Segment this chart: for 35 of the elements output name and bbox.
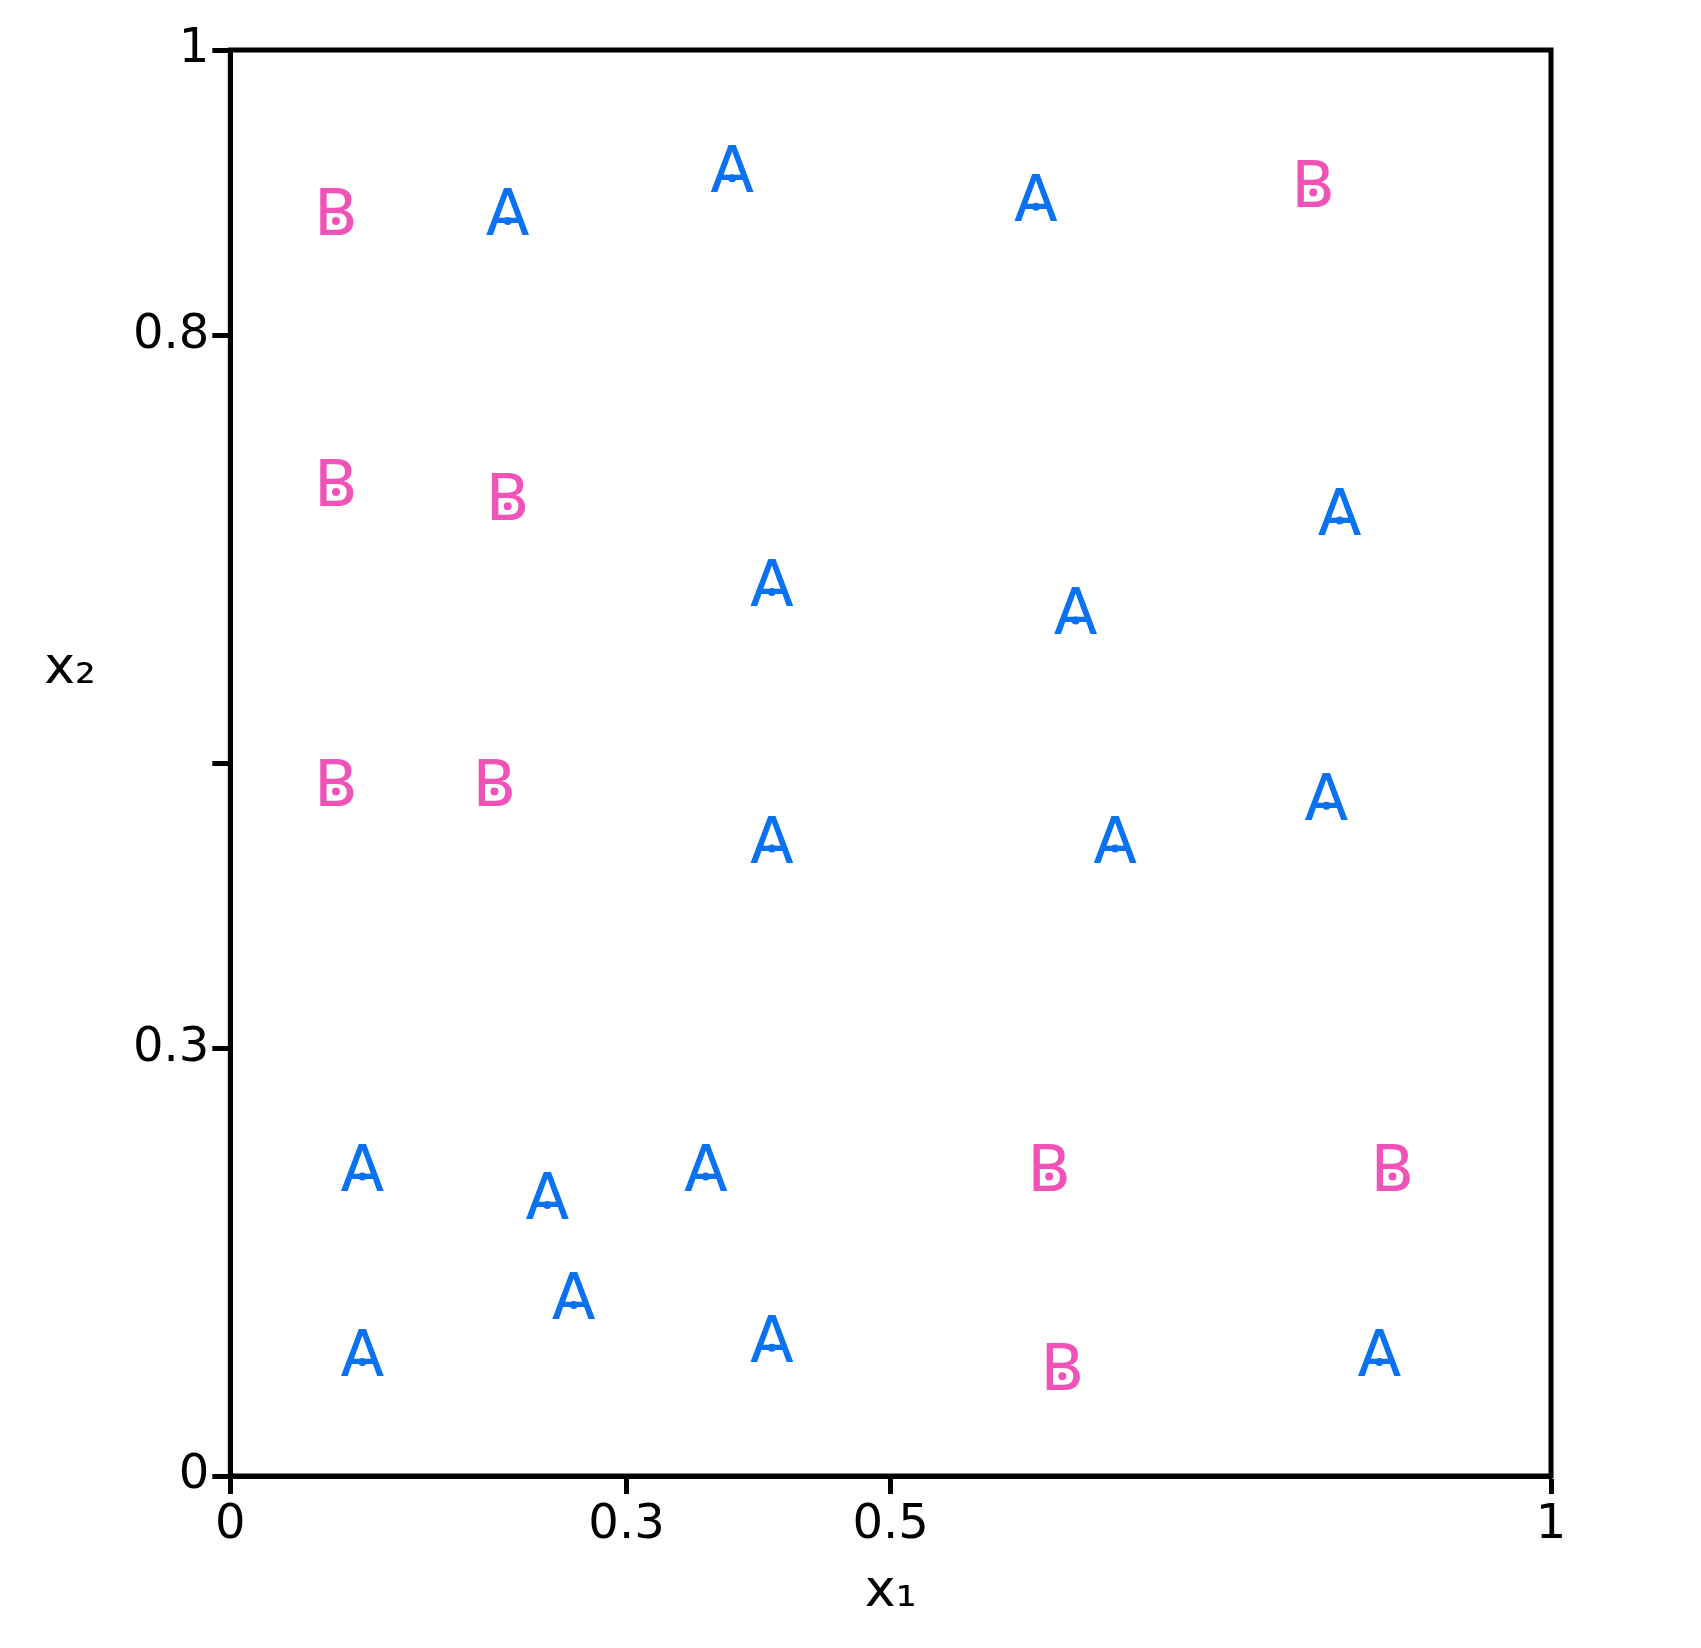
- text: A: [710, 133, 755, 208]
- x-tick-label: 0.3: [588, 1493, 665, 1550]
- y-tick-label: 0.8: [132, 302, 210, 359]
- x-tick-label: 0.5: [852, 1493, 929, 1550]
- text: B: [1291, 147, 1336, 222]
- text: B: [314, 746, 358, 821]
- text: A: [340, 1131, 385, 1206]
- text: B: [314, 176, 358, 251]
- text: A: [749, 546, 794, 621]
- text: A: [1304, 760, 1349, 835]
- text: A: [340, 1316, 385, 1391]
- x-axis-title: x₁: [864, 1558, 917, 1619]
- text: B: [314, 447, 358, 522]
- y-tick-label: 1: [178, 17, 210, 74]
- y-tick-label: 0: [178, 1443, 210, 1500]
- text: A: [1357, 1316, 1402, 1391]
- text: A: [1053, 575, 1098, 650]
- text: A: [485, 176, 530, 251]
- text: A: [749, 1302, 794, 1377]
- series-label: A: [551, 1259, 596, 1334]
- series-label: B: [1040, 1331, 1085, 1406]
- text: A: [1317, 475, 1362, 550]
- text: B: [1027, 1131, 1072, 1206]
- text: A: [749, 803, 794, 878]
- x-tick-label: 1: [1535, 1493, 1567, 1550]
- y-tick-label: 0.3: [132, 1015, 210, 1072]
- y-axis-title: x₂: [44, 635, 96, 695]
- text: A: [1014, 161, 1058, 236]
- text: B: [485, 461, 530, 536]
- text: A: [525, 1160, 570, 1235]
- x-tick-label: 0: [215, 1493, 246, 1550]
- text: B: [472, 746, 517, 821]
- text: A: [1093, 803, 1138, 878]
- text: A: [683, 1131, 728, 1206]
- text: B: [1370, 1131, 1415, 1206]
